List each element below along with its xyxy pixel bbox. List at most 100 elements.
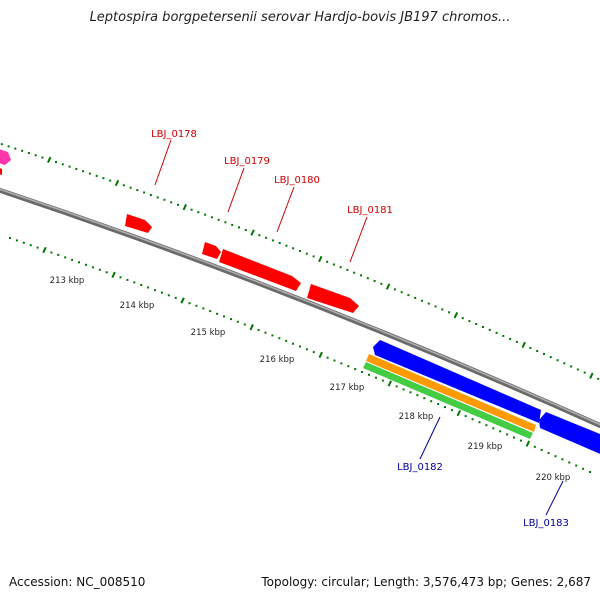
gene-arrow-lbj-0178[interactable] [125,214,152,233]
minor-tick [257,329,260,331]
minor-tick [475,323,478,325]
minor-tick [278,242,281,244]
minor-tick [292,247,295,250]
minor-tick [271,239,274,242]
major-tick [318,255,323,263]
minor-tick [529,346,532,349]
minor-tick [499,430,502,433]
gene-label-lbj-0183[interactable]: LBJ_0183 [523,518,569,529]
minor-tick [129,186,132,189]
minor-tick [230,318,232,321]
minor-tick [427,302,430,305]
minor-tick [333,359,336,362]
minor-tick [340,362,343,365]
major-tick [180,297,185,304]
leader-line-lbj-0178 [154,139,172,186]
minor-tick [122,184,125,187]
gene-label-lbj-0181[interactable]: LBJ_0181 [347,205,393,216]
gene-arrow-lbj-0179[interactable] [202,242,221,259]
minor-tick [190,208,193,211]
minor-tick [312,255,315,258]
minor-tick [50,251,53,254]
magenta-feature[interactable] [0,148,11,165]
gene-label-lbj-0182[interactable]: LBJ_0182 [397,462,443,473]
minor-tick [393,288,396,291]
gene-label-lbj-0178[interactable]: LBJ_0178 [151,129,197,140]
minor-tick [57,253,60,256]
minor-tick [136,189,139,192]
major-tick [182,204,187,211]
minor-tick [15,239,18,242]
minor-tick [41,156,44,159]
gene-arrow-lbj-0182[interactable] [373,340,541,423]
major-tick [453,312,459,319]
minor-tick [91,266,94,269]
minor-tick [444,406,446,409]
minor-tick [140,284,143,286]
map-title: Leptospira borgpetersenii serovar Hardjo… [89,10,511,25]
minor-tick [583,371,586,374]
minor-tick [167,294,170,297]
minor-tick [589,471,591,473]
minor-tick [561,458,564,461]
topology-summary: Topology: circular; Length: 3,576,473 bp… [261,575,591,589]
minor-tick [360,274,362,277]
green-feature[interactable] [363,362,533,439]
minor-tick [82,170,85,173]
minor-tick [0,143,3,146]
minor-tick [305,348,308,351]
orange-feature[interactable] [366,354,536,432]
leader-line-lbj-0180 [276,186,295,233]
minor-tick [375,376,377,379]
minor-tick [346,268,349,271]
major-tick [521,341,526,349]
minor-tick [188,302,191,305]
minor-tick [536,350,539,352]
ruler-label: 214 kbp [120,301,155,311]
minor-tick [177,203,179,206]
minor-tick [119,276,122,279]
minor-tick [407,294,410,297]
minor-tick [292,342,295,345]
minor-tick [506,433,509,436]
gene-arrow-lbj-0183[interactable] [539,412,600,456]
gene-label-lbj-0179[interactable]: LBJ_0179 [224,156,270,167]
minor-tick [36,246,39,249]
leader-line-lbj-0181 [349,216,368,263]
minor-tick [154,289,156,292]
minor-tick [216,312,219,315]
minor-tick [492,427,495,430]
minor-tick [195,304,198,307]
minor-tick [556,359,559,362]
minor-tick [202,307,205,310]
leader-line-lbj-0183 [545,480,564,516]
minor-tick [224,221,227,224]
minor-tick [495,331,498,334]
minor-tick [244,229,247,231]
minor-tick [513,436,515,439]
gene-label-lbj-0180[interactable]: LBJ_0180 [274,175,320,186]
minor-tick [21,149,24,152]
red-feature-edge[interactable] [0,166,2,175]
ruler-label: 219 kbp [468,442,503,452]
minor-tick [547,452,550,454]
minor-tick [582,467,585,470]
ruler-label: 213 kbp [50,276,85,286]
minor-tick [414,296,417,299]
minor-tick [353,271,356,274]
gene-arrow-lbj-0181[interactable] [307,284,359,313]
minor-tick [61,163,64,166]
minor-tick [243,323,246,326]
minor-tick [361,371,364,373]
minor-tick [278,337,281,340]
minor-tick [339,266,342,269]
major-tick [385,283,391,290]
minor-tick [204,213,207,216]
minor-tick [549,356,552,359]
minor-tick [373,280,376,282]
minor-tick [482,326,484,328]
minor-tick [568,461,571,464]
minor-tick [332,263,335,266]
gene-arrow-lbj-0180[interactable] [219,249,301,291]
